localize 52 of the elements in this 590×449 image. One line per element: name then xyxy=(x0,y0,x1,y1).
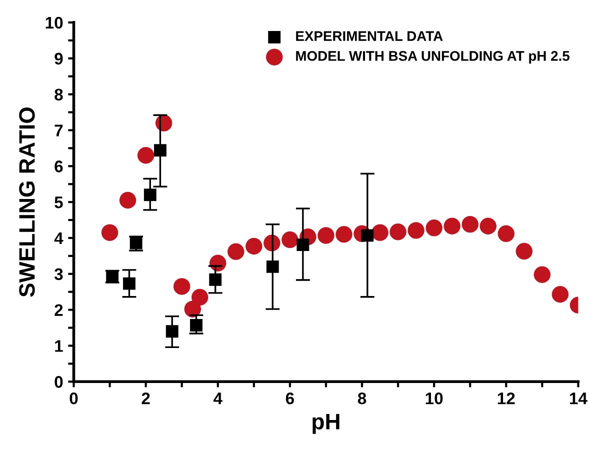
point xyxy=(266,260,279,273)
point xyxy=(426,220,442,236)
legend-label: MODEL WITH BSA UNFOLDING AT pH 2.5 xyxy=(296,51,570,64)
point xyxy=(462,216,478,233)
x-tick-label: 8 xyxy=(358,392,366,404)
legend-label: EXPERIMENTAL DATA xyxy=(296,31,443,41)
x-tick-label: 12 xyxy=(498,392,515,404)
y-tick-label: 7 xyxy=(54,124,63,136)
y-tick-label: 5 xyxy=(54,196,63,208)
x-tick-label: 14 xyxy=(570,392,588,404)
point xyxy=(166,325,178,338)
point xyxy=(336,226,352,243)
point xyxy=(190,319,202,332)
point xyxy=(119,192,136,209)
x-tick-label: 10 xyxy=(426,392,443,404)
y-tick-label: 4 xyxy=(54,232,64,244)
point xyxy=(144,188,156,202)
point xyxy=(173,278,190,295)
y-tick-label: 1 xyxy=(55,340,63,352)
x-tick-label: 6 xyxy=(286,392,294,404)
point xyxy=(516,242,533,260)
point xyxy=(408,222,424,239)
point xyxy=(228,243,244,260)
y-tick-label: 3 xyxy=(54,268,63,280)
y-tick-label: 6 xyxy=(54,160,63,172)
point xyxy=(552,286,569,303)
point xyxy=(498,225,514,242)
point xyxy=(209,273,222,286)
point xyxy=(154,144,166,157)
x-axis-title: pH xyxy=(312,414,340,434)
point xyxy=(480,218,496,234)
x-tick-label: 2 xyxy=(142,392,150,404)
x-tick-label: 4 xyxy=(213,392,222,404)
point xyxy=(318,227,334,244)
point xyxy=(192,288,208,306)
y-tick-label: 0 xyxy=(54,376,63,388)
y-tick-label: 9 xyxy=(54,52,63,65)
point xyxy=(246,238,262,255)
point xyxy=(390,224,406,240)
point xyxy=(444,218,460,234)
point xyxy=(296,238,310,252)
point xyxy=(123,277,136,290)
y-tick-label: 2 xyxy=(54,304,63,316)
point xyxy=(534,266,551,283)
point xyxy=(137,146,154,164)
y-tick-label: 8 xyxy=(54,88,63,100)
y-axis-title: SWELLING RATIO xyxy=(19,108,35,297)
y-tick-label: 10 xyxy=(46,16,63,29)
point xyxy=(101,224,118,241)
point xyxy=(372,224,388,241)
point xyxy=(282,231,298,248)
x-tick-label: 0 xyxy=(70,392,78,404)
